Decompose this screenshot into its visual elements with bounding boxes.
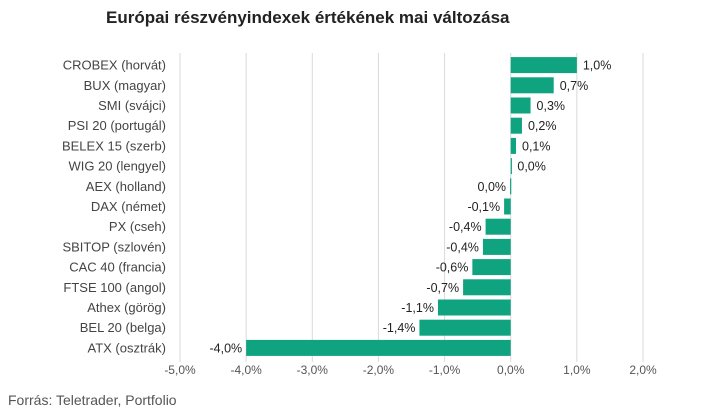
x-tick-label: -5,0% xyxy=(164,363,196,377)
bar xyxy=(510,137,517,154)
bar xyxy=(510,158,512,175)
data-label: 0,2% xyxy=(528,119,557,133)
source-note: Forrás: Teletrader, Portfolio xyxy=(8,392,177,408)
bar xyxy=(510,97,531,114)
bar xyxy=(510,178,512,195)
data-label: 0,0% xyxy=(478,180,507,194)
category-label: PX (cseh) xyxy=(109,219,166,234)
data-label: -0,4% xyxy=(446,240,479,254)
bar xyxy=(485,218,511,235)
bar xyxy=(482,238,511,255)
bar xyxy=(510,57,577,74)
x-tick-label: -2,0% xyxy=(363,363,395,377)
x-tick-label: 0,0% xyxy=(497,363,525,377)
category-label: BELEX 15 (szerb) xyxy=(62,138,166,153)
category-label: BUX (magyar) xyxy=(84,78,166,93)
category-label: SMI (svájci) xyxy=(98,98,166,113)
data-label: 0,1% xyxy=(522,139,551,153)
bar xyxy=(246,339,511,356)
x-tick-label: -3,0% xyxy=(297,363,329,377)
bar xyxy=(510,77,554,94)
category-label: AEX (holland) xyxy=(86,179,166,194)
category-label: SBITOP (szlovén) xyxy=(62,239,166,254)
data-label: 0,0% xyxy=(517,160,546,174)
category-label: PSI 20 (portugál) xyxy=(68,118,166,133)
bar xyxy=(463,279,511,296)
data-label: -1,4% xyxy=(383,321,416,335)
data-label: -4,0% xyxy=(209,341,242,355)
bar xyxy=(419,319,511,336)
x-tick-label: -1,0% xyxy=(429,363,461,377)
data-label: -1,1% xyxy=(401,301,434,315)
category-label: WIG 20 (lengyel) xyxy=(68,159,166,174)
x-tick-label: 1,0% xyxy=(563,363,591,377)
data-label: 0,3% xyxy=(537,99,566,113)
bar xyxy=(472,259,511,276)
bar xyxy=(510,117,522,134)
data-label: -0,7% xyxy=(426,281,459,295)
category-label: CAC 40 (francia) xyxy=(69,260,166,275)
category-label: Athex (görög) xyxy=(87,300,166,315)
category-label: BEL 20 (belga) xyxy=(80,320,166,335)
category-label: DAX (német) xyxy=(91,199,166,214)
x-tick-label: 2,0% xyxy=(629,363,657,377)
category-label: CROBEX (horvát) xyxy=(63,58,166,73)
chart-title: Európai részvényindexek értékének mai vá… xyxy=(106,8,510,27)
data-label: 1,0% xyxy=(583,59,612,73)
bar xyxy=(504,198,511,215)
x-tick-label: -4,0% xyxy=(230,363,262,377)
data-label: -0,1% xyxy=(467,200,500,214)
category-label: ATX (osztrák) xyxy=(88,340,167,355)
bar xyxy=(437,299,511,316)
category-label: FTSE 100 (angol) xyxy=(63,280,166,295)
data-label: -0,4% xyxy=(449,220,482,234)
data-label: -0,6% xyxy=(436,261,469,275)
data-label: 0,7% xyxy=(560,79,589,93)
